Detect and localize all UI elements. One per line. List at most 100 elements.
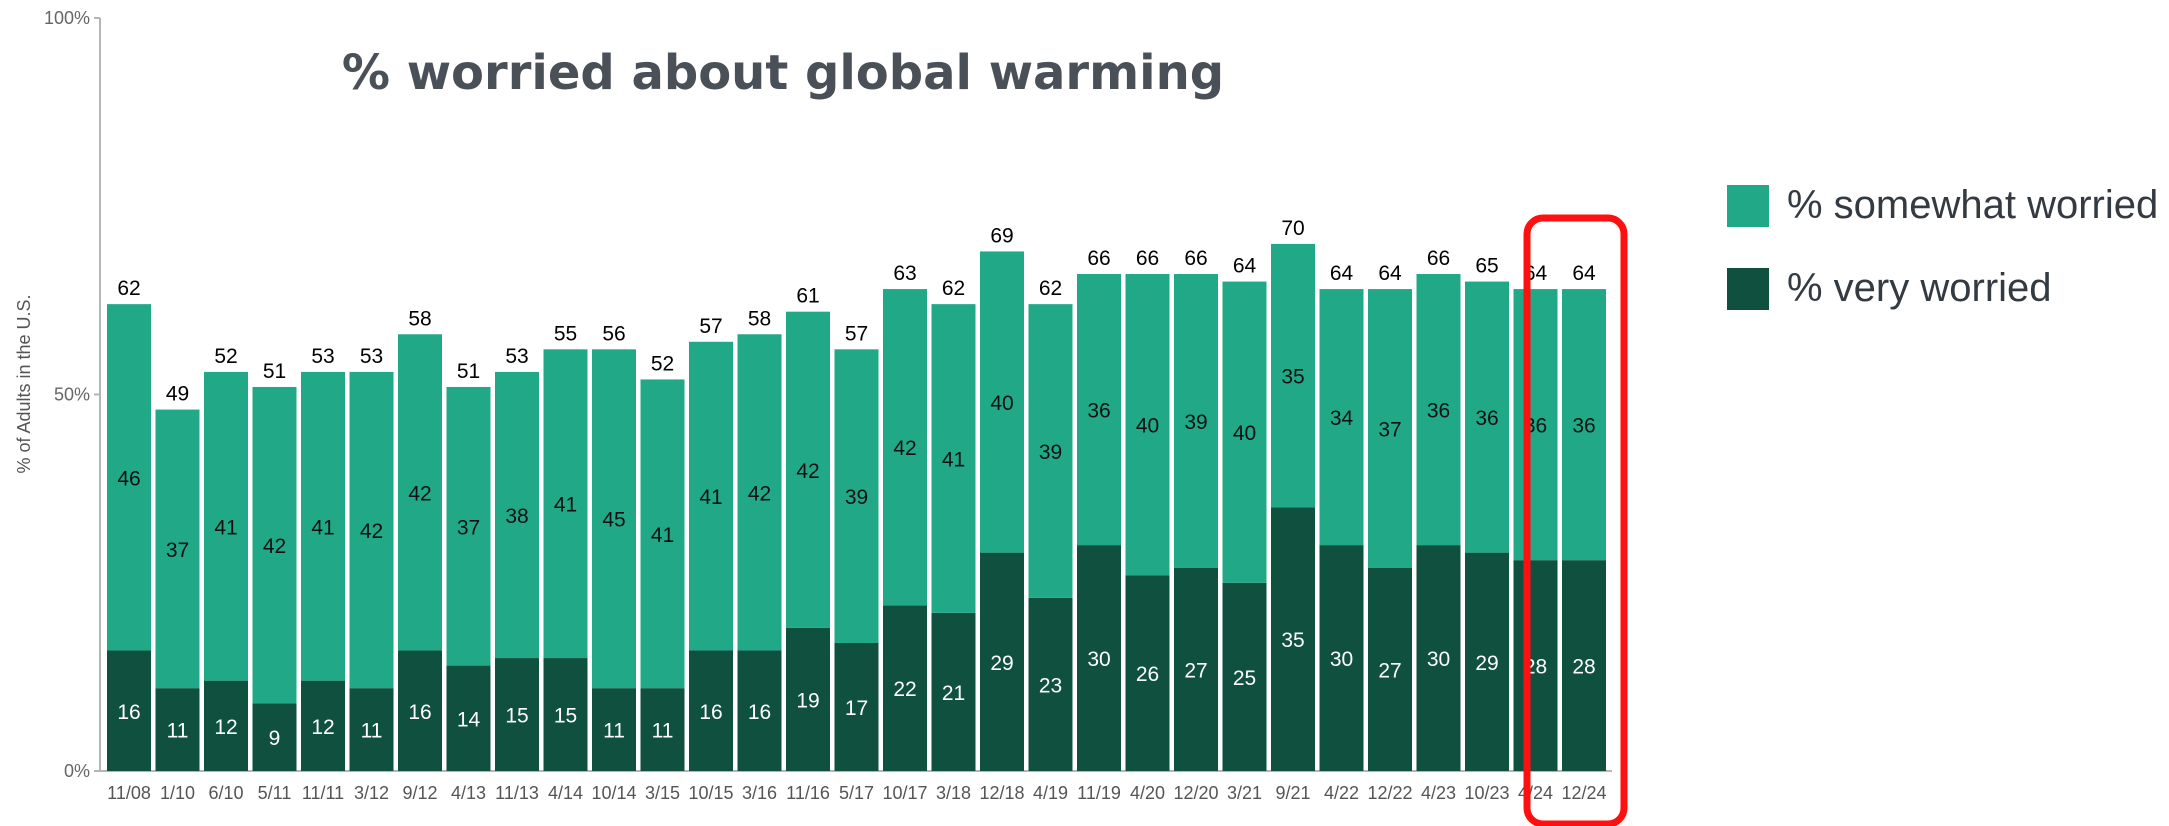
bar-very-worried xyxy=(1174,567,1218,771)
data-label-total: 51 xyxy=(263,360,286,383)
x-tick-label: 5/17 xyxy=(839,783,874,803)
x-tick-label: 9/21 xyxy=(1275,783,1310,803)
bars xyxy=(107,243,1606,771)
bar-somewhat-worried xyxy=(495,371,539,659)
data-label-somewhat-worried: 42 xyxy=(893,437,916,460)
bar-very-worried xyxy=(1319,545,1364,771)
bar-somewhat-worried xyxy=(640,379,685,689)
data-label-somewhat-worried: 39 xyxy=(1184,411,1207,434)
data-label-very-worried: 19 xyxy=(796,689,819,712)
data-label-somewhat-worried: 36 xyxy=(1475,407,1498,430)
bar-somewhat-worried xyxy=(834,349,879,643)
data-label-very-worried: 27 xyxy=(1184,659,1207,682)
x-tick-label: 3/21 xyxy=(1227,783,1262,803)
data-label-total: 66 xyxy=(1087,247,1110,270)
data-label-very-worried: 16 xyxy=(117,701,140,724)
data-label-somewhat-worried: 41 xyxy=(651,524,674,547)
x-tick-label: 4/24 xyxy=(1518,783,1553,803)
data-label-somewhat-worried: 41 xyxy=(214,516,237,539)
bar-very-worried xyxy=(640,688,685,771)
data-label-total: 62 xyxy=(1039,277,1062,300)
bar-somewhat-worried xyxy=(980,251,1024,553)
bar-somewhat-worried xyxy=(786,311,830,628)
data-label-somewhat-worried: 35 xyxy=(1281,366,1304,389)
x-tick-label: 4/13 xyxy=(451,783,486,803)
bar-very-worried xyxy=(252,703,297,771)
bar-somewhat-worried xyxy=(931,304,976,613)
bar-somewhat-worried xyxy=(1562,289,1606,561)
data-label-total: 49 xyxy=(166,383,189,406)
data-label-very-worried: 9 xyxy=(269,727,281,750)
bar-very-worried xyxy=(931,612,976,771)
x-tick-label: 11/08 xyxy=(107,783,151,803)
data-label-somewhat-worried: 37 xyxy=(166,539,189,562)
bar-very-worried xyxy=(107,650,151,771)
x-tick-label: 10/23 xyxy=(1464,783,1509,803)
bar-somewhat-worried xyxy=(689,341,733,651)
x-tick-label: 4/19 xyxy=(1033,783,1068,803)
data-label-very-worried: 23 xyxy=(1039,674,1062,697)
data-label-total: 51 xyxy=(457,360,480,383)
bar-somewhat-worried xyxy=(1465,281,1509,553)
data-label-very-worried: 11 xyxy=(652,720,674,743)
bar-somewhat-worried xyxy=(1416,274,1461,546)
data-label-total: 58 xyxy=(748,307,771,330)
data-label-somewhat-worried: 42 xyxy=(408,482,431,505)
bar-somewhat-worried xyxy=(1028,304,1073,598)
x-tick-label: 11/11 xyxy=(302,783,344,803)
data-label-very-worried: 16 xyxy=(748,701,771,724)
legend: % somewhat worried % very worried xyxy=(1727,183,2158,310)
data-label-total: 53 xyxy=(505,345,528,368)
bar-somewhat-worried xyxy=(252,386,297,704)
data-label-somewhat-worried: 42 xyxy=(263,535,286,558)
x-tick-label: 12/24 xyxy=(1561,783,1606,803)
data-label-somewhat-worried: 36 xyxy=(1572,415,1595,438)
data-label-very-worried: 22 xyxy=(893,678,916,701)
data-label-total: 64 xyxy=(1233,255,1257,278)
bar-very-worried xyxy=(204,680,248,771)
y-axis-label: % of Adults in the U.S. xyxy=(14,294,34,473)
data-label-total: 57 xyxy=(699,315,722,338)
bar-very-worried xyxy=(1513,560,1558,771)
highlight-box xyxy=(1523,214,1628,826)
bar-very-worried xyxy=(980,552,1024,771)
data-label-total: 53 xyxy=(360,345,383,368)
legend-swatch xyxy=(1727,185,1769,227)
data-label-somewhat-worried: 45 xyxy=(602,509,625,532)
bar-somewhat-worried xyxy=(349,371,394,689)
bar-very-worried xyxy=(1125,575,1170,771)
x-tick-label: 11/13 xyxy=(495,783,539,803)
bar-very-worried xyxy=(592,688,636,771)
data-label-very-worried: 27 xyxy=(1378,659,1401,682)
bar-somewhat-worried xyxy=(1271,243,1315,508)
data-label-very-worried: 21 xyxy=(942,682,965,705)
bar-very-worried xyxy=(737,650,782,771)
x-tick-label: 5/11 xyxy=(258,783,292,803)
data-label-very-worried: 15 xyxy=(505,705,528,728)
data-label-very-worried: 30 xyxy=(1087,648,1110,671)
bar-somewhat-worried xyxy=(883,289,927,606)
x-tick-label: 3/16 xyxy=(742,783,777,803)
legend-label: % very worried xyxy=(1787,266,2052,310)
data-label-very-worried: 30 xyxy=(1427,648,1450,671)
data-label-somewhat-worried: 36 xyxy=(1087,400,1110,423)
bar-somewhat-worried xyxy=(398,334,442,651)
data-label-total: 63 xyxy=(893,262,916,285)
y-tick-label: 0% xyxy=(64,761,90,781)
bar-somewhat-worried xyxy=(737,334,782,651)
data-label-somewhat-worried: 41 xyxy=(554,494,577,517)
data-label-somewhat-worried: 38 xyxy=(505,505,528,528)
x-tick-label: 11/16 xyxy=(786,783,830,803)
data-label-very-worried: 28 xyxy=(1572,656,1595,679)
data-label-total: 62 xyxy=(117,277,140,300)
x-tick-label: 1/10 xyxy=(160,783,195,803)
data-label-total: 52 xyxy=(651,352,674,375)
bar-somewhat-worried xyxy=(1368,289,1412,568)
data-label-total: 55 xyxy=(554,322,577,345)
x-tick-label: 3/18 xyxy=(936,783,971,803)
bar-very-worried xyxy=(834,642,879,771)
data-label-total: 61 xyxy=(796,285,819,308)
bar-somewhat-worried xyxy=(1319,289,1364,546)
data-label-very-worried: 16 xyxy=(408,701,431,724)
